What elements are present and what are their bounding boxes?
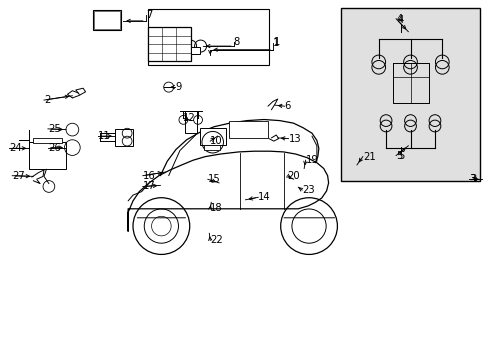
Bar <box>147 9 268 65</box>
Text: 1: 1 <box>272 38 279 48</box>
Bar <box>204 145 220 150</box>
Text: 14: 14 <box>258 192 270 202</box>
Text: 16: 16 <box>142 171 155 181</box>
Bar <box>115 129 133 146</box>
Text: 4: 4 <box>397 15 403 25</box>
Text: 15: 15 <box>207 174 220 184</box>
Bar <box>340 8 479 181</box>
Text: 6: 6 <box>284 101 290 111</box>
Text: 5: 5 <box>397 150 404 161</box>
Text: 21: 21 <box>362 152 375 162</box>
Text: 9: 9 <box>175 82 181 92</box>
Bar <box>94 11 120 29</box>
Text: 18: 18 <box>210 203 223 213</box>
Text: 8: 8 <box>233 37 240 48</box>
Text: 19: 19 <box>305 155 318 165</box>
Bar <box>93 10 121 30</box>
Text: 26: 26 <box>48 143 61 153</box>
Text: 4: 4 <box>395 14 402 24</box>
Bar <box>29 142 66 169</box>
Text: 3: 3 <box>469 174 476 184</box>
Text: 25: 25 <box>48 124 61 134</box>
Bar <box>228 121 267 138</box>
Text: 17: 17 <box>142 181 155 192</box>
Bar <box>190 47 200 54</box>
Text: 3: 3 <box>468 174 475 184</box>
Text: 13: 13 <box>288 134 301 144</box>
Text: 27: 27 <box>12 171 25 181</box>
Text: 5: 5 <box>395 150 402 161</box>
Text: 10: 10 <box>210 136 223 146</box>
Bar <box>147 27 190 61</box>
Bar <box>184 111 197 133</box>
Text: 20: 20 <box>287 171 300 181</box>
Text: 23: 23 <box>302 185 314 195</box>
Text: 11: 11 <box>98 131 110 141</box>
Text: 12: 12 <box>183 113 196 123</box>
Text: 24: 24 <box>9 143 21 153</box>
Text: 7: 7 <box>145 10 152 20</box>
Bar <box>199 128 226 145</box>
Text: 22: 22 <box>210 235 223 246</box>
Bar <box>33 138 61 143</box>
Text: 2: 2 <box>44 95 50 105</box>
Text: 1: 1 <box>273 37 280 48</box>
